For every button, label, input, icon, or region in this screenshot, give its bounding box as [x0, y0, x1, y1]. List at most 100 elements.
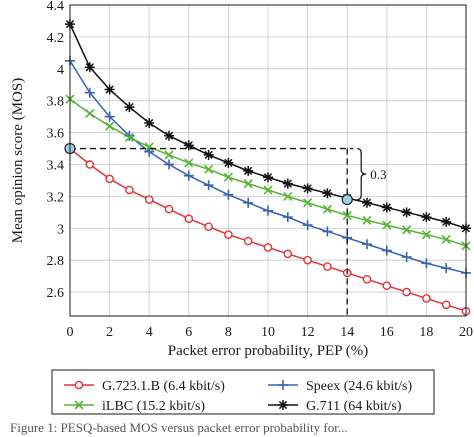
x-tick-label: 16: [380, 325, 394, 340]
annotation: 0.3: [64, 142, 386, 316]
y-tick-label: 2.6: [47, 286, 65, 301]
data-point: [381, 245, 392, 256]
data-point: [282, 212, 293, 223]
data-point: [421, 230, 431, 240]
data-point: [105, 174, 114, 184]
x-tick-label: 14: [340, 325, 354, 340]
data-point: [402, 287, 411, 297]
data-point: [164, 130, 174, 141]
x-tick-label: 6: [185, 325, 192, 340]
data-point: [85, 108, 95, 119]
data-point: [441, 234, 451, 245]
data-point: [223, 172, 233, 182]
data-point: [382, 281, 392, 290]
data-point: [85, 160, 95, 169]
data-point: [125, 185, 134, 195]
legend-label: G.723.1.B (6.4 kbit/s): [102, 379, 225, 394]
x-axis-label: Packet error probability, PEP (%): [168, 343, 369, 359]
data-point: [282, 178, 293, 189]
data-point: [124, 102, 135, 113]
data-point: [144, 118, 155, 129]
x-tick-label: 10: [261, 325, 275, 340]
data-point: [144, 146, 155, 157]
data-point: [124, 130, 135, 141]
figure-caption: Figure 1: PESQ-based MOS versus packet e…: [10, 420, 348, 435]
data-point: [144, 142, 154, 152]
data-point: [322, 204, 332, 214]
data-point: [183, 140, 194, 151]
data-point: [303, 255, 312, 265]
legend-item: iLBC (15.2 kbit/s): [64, 399, 205, 414]
data-point: [184, 214, 194, 224]
data-point: [243, 197, 254, 208]
data-point: [441, 263, 452, 274]
legend-marker: [278, 400, 288, 410]
data-point: [164, 150, 174, 160]
data-point: [105, 121, 115, 131]
y-tick-label: 2.8: [47, 254, 65, 269]
legend: G.723.1.B (6.4 kbit/s) Speex (24.6 kbit/s…: [51, 369, 435, 415]
y-tick-label: 4: [57, 63, 64, 78]
data-point: [441, 216, 452, 227]
legend-marker: [74, 400, 84, 410]
data-point: [342, 210, 352, 221]
data-point: [283, 249, 293, 259]
data-point: [263, 185, 273, 195]
data-point: [124, 132, 134, 142]
x-tick-labels: 0 2 4 6 8 10 12 14 16 18 20: [67, 325, 474, 340]
legend-marker: [278, 380, 288, 390]
y-tick-label: 3.8: [47, 95, 65, 110]
data-point: [204, 222, 213, 231]
data-point: [302, 183, 313, 194]
y-tick-label: 4.4: [47, 0, 65, 14]
data-point: [183, 170, 194, 181]
data-point: [104, 84, 115, 95]
legend-label: Speex (24.6 kbit/s): [306, 379, 412, 394]
y-tick-label: 3.4: [47, 158, 65, 173]
data-point: [362, 215, 372, 225]
data-point: [243, 236, 253, 246]
legend-item: G.723.1.B (6.4 kbit/s): [64, 379, 225, 394]
data-point: [283, 191, 293, 201]
data-point: [104, 111, 115, 122]
data-point: [422, 294, 431, 303]
data-point: [362, 197, 372, 208]
data-point: [421, 258, 432, 269]
gridlines: [69, 4, 467, 316]
data-point: [263, 172, 273, 183]
plot-frame: [69, 4, 467, 317]
data-point: [164, 204, 174, 214]
data-point: [84, 62, 95, 73]
data-point: [302, 220, 313, 231]
y-tick-label: 3.2: [47, 190, 65, 205]
data-point: [203, 180, 214, 191]
data-point: [263, 205, 273, 216]
data-point: [263, 243, 273, 252]
data-point: [224, 230, 233, 239]
data-point: [164, 159, 174, 170]
y-tick-labels: 2.6 2.8 3 3.2 3.4 3.6 3.8 4 4.2 4.4: [47, 0, 65, 301]
data-point: [243, 179, 253, 189]
target-point-marker: [341, 193, 353, 206]
brace: [357, 147, 367, 201]
x-tick-label: 8: [225, 325, 232, 340]
data-point: [421, 212, 432, 223]
x-tick-label: 12: [301, 325, 315, 340]
data-point: [243, 165, 254, 176]
data-point: [382, 220, 392, 230]
data-point: [322, 188, 333, 199]
data-point: [303, 198, 313, 208]
data-point: [203, 149, 214, 160]
data-point: [204, 164, 214, 174]
data-point: [362, 275, 372, 284]
legend-item: Speex (24.6 kbit/s): [268, 379, 412, 394]
data-point: [401, 207, 412, 218]
legend-label: G.711 (64 kbit/s): [306, 399, 402, 414]
legend-label: iLBC (15.2 kbit/s): [102, 399, 205, 414]
data-point: [401, 251, 412, 262]
x-tick-label: 18: [419, 325, 433, 340]
legend-box: [51, 369, 435, 415]
data-point: [323, 262, 332, 271]
data-point: [223, 189, 234, 200]
